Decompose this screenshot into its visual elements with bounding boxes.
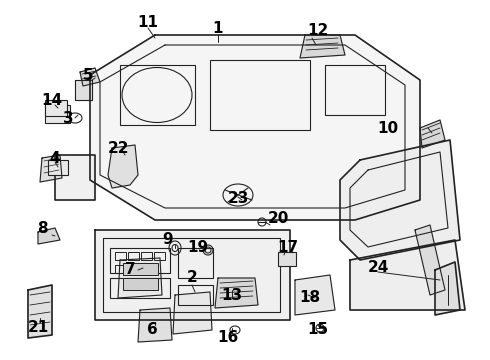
Polygon shape [350, 240, 465, 310]
Bar [178, 285, 213, 305]
Polygon shape [435, 262, 460, 315]
Bar [115, 265, 126, 273]
Polygon shape [28, 285, 52, 338]
Polygon shape [295, 275, 335, 315]
Text: 10: 10 [377, 121, 398, 135]
Bar [110, 248, 170, 273]
Text: 19: 19 [188, 240, 209, 256]
Bar [128, 252, 139, 260]
Text: 6: 6 [147, 323, 157, 338]
Text: 16: 16 [218, 330, 239, 346]
Bar [141, 252, 152, 260]
Polygon shape [80, 68, 100, 86]
Bar [48, 160, 68, 175]
Polygon shape [118, 258, 162, 298]
Text: 3: 3 [63, 111, 74, 126]
Polygon shape [340, 140, 460, 260]
Text: 9: 9 [163, 233, 173, 248]
Polygon shape [415, 225, 445, 295]
Text: 1: 1 [213, 21, 223, 36]
Bar [210, 60, 310, 130]
Text: 8: 8 [37, 220, 48, 235]
Polygon shape [38, 228, 60, 244]
Bar [128, 265, 139, 273]
Text: 20: 20 [268, 211, 289, 225]
Text: 7: 7 [124, 262, 135, 278]
Bar [141, 265, 152, 273]
Polygon shape [138, 308, 172, 342]
Polygon shape [75, 80, 92, 100]
Polygon shape [108, 145, 138, 188]
Polygon shape [173, 292, 212, 334]
Bar [115, 252, 126, 260]
Polygon shape [300, 35, 345, 58]
Text: 5: 5 [83, 68, 93, 82]
Bar [178, 248, 213, 278]
Text: 21: 21 [27, 320, 49, 336]
Text: 17: 17 [277, 240, 298, 256]
Bar [123, 263, 158, 275]
Text: 12: 12 [307, 23, 329, 37]
Text: 2: 2 [187, 270, 197, 285]
Polygon shape [40, 155, 62, 182]
Bar [154, 252, 165, 260]
Text: 18: 18 [299, 291, 320, 306]
Bar [45, 105, 70, 123]
Polygon shape [95, 230, 290, 320]
Polygon shape [55, 155, 95, 200]
Text: 11: 11 [138, 14, 158, 30]
Polygon shape [90, 35, 420, 220]
Text: 13: 13 [221, 288, 243, 302]
Text: 22: 22 [107, 140, 129, 156]
Polygon shape [420, 120, 445, 148]
Bar [278, 252, 296, 266]
Text: 24: 24 [368, 261, 389, 275]
Bar [45, 100, 67, 116]
Text: 23: 23 [227, 190, 249, 206]
Bar [123, 278, 158, 290]
Text: 15: 15 [307, 323, 329, 338]
Text: 14: 14 [42, 93, 63, 108]
Bar [120, 65, 195, 125]
Bar [110, 278, 170, 298]
Polygon shape [215, 278, 258, 308]
Bar [325, 65, 385, 115]
Text: 4: 4 [49, 150, 60, 166]
